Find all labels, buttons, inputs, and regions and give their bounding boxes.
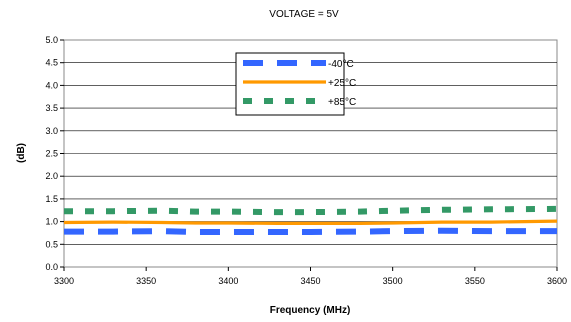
y-tick-label: 3.5: [45, 103, 58, 113]
series-layer: [63, 205, 558, 235]
x-tick-label: 3500: [383, 276, 403, 286]
y-tick-label: 3.0: [45, 126, 58, 136]
x-tick-label: 3350: [136, 276, 156, 286]
x-axis-label: Frequency (MHz): [270, 305, 351, 316]
y-tick-label: 5.0: [45, 35, 58, 45]
x-axis-ticks: 3300 3350 3400 3450 3500 3550 3600: [54, 267, 567, 286]
series-line-1: [64, 227, 557, 235]
legend: -40°C +25°C +85°C: [235, 52, 356, 116]
legend-label: +85°C: [328, 97, 356, 108]
y-axis-ticks: 0.0 0.5 1.0 1.5 2.0 2.5 3.0 3.5 4.0 4.5 5.0: [45, 35, 64, 272]
y-tick-label: 4.5: [45, 58, 58, 68]
x-tick-label: 3600: [547, 276, 567, 286]
x-tick-label: 3300: [54, 276, 74, 286]
chart-title: VOLTAGE = 5V: [269, 9, 339, 20]
y-tick-label: 4.0: [45, 80, 58, 90]
x-tick-label: 3450: [300, 276, 320, 286]
y-tick-label: 1.0: [45, 217, 58, 227]
legend-items: -40°C +25°C +85°C: [243, 59, 356, 108]
series-line-3: [64, 205, 558, 216]
legend-label: +25°C: [328, 78, 356, 89]
y-tick-label: 0.0: [45, 262, 58, 272]
legend-label: -40°C: [328, 59, 354, 70]
x-tick-label: 3400: [218, 276, 238, 286]
y-tick-label: 1.5: [45, 194, 58, 204]
y-tick-label: 2.5: [45, 149, 58, 159]
y-tick-label: 0.5: [45, 239, 58, 249]
y-tick-label: 2.0: [45, 171, 58, 181]
x-tick-label: 3550: [465, 276, 485, 286]
y-axis-label: (dB): [16, 143, 27, 163]
series-line-2: [63, 219, 558, 225]
